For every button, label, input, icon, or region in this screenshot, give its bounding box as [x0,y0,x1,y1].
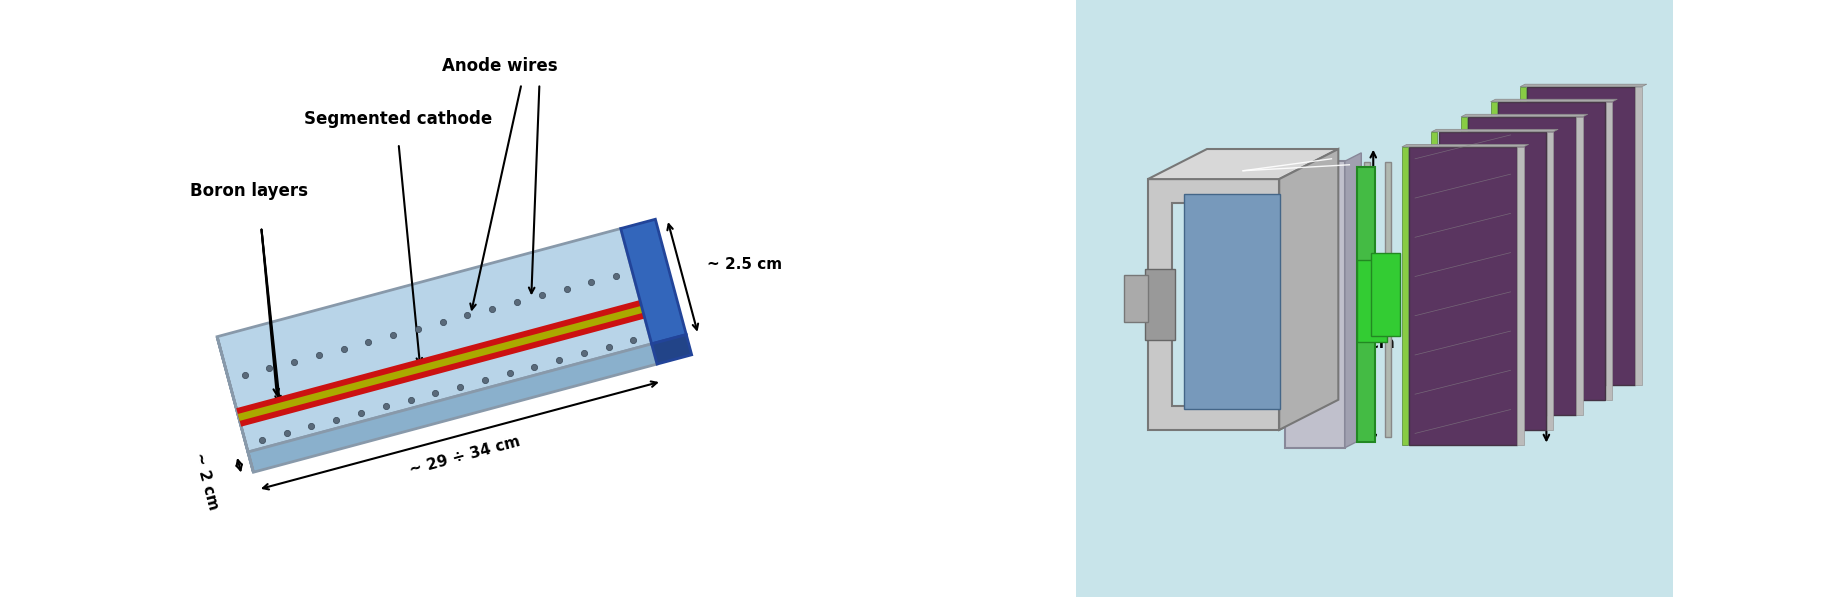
Polygon shape [1358,260,1387,342]
Polygon shape [1431,130,1557,132]
Text: ~ 18 ÷ 21 cm: ~ 18 ÷ 21 cm [1281,336,1394,352]
Polygon shape [1345,153,1361,448]
Text: ~ 2.5 cm: ~ 2.5 cm [705,257,780,272]
Polygon shape [247,344,656,472]
Polygon shape [1517,147,1522,445]
Text: ~ 29 ÷ 34 cm: ~ 29 ÷ 34 cm [409,433,522,478]
Polygon shape [1383,162,1390,437]
Polygon shape [236,300,645,427]
Polygon shape [1123,275,1147,322]
Polygon shape [1526,87,1634,385]
Polygon shape [216,229,652,452]
Polygon shape [1489,101,1495,400]
Polygon shape [1401,144,1528,147]
Polygon shape [1497,101,1605,400]
Text: ~ 2 cm: ~ 2 cm [191,451,220,512]
Polygon shape [1519,87,1526,385]
Polygon shape [1431,132,1436,430]
Text: Anode wires: Anode wires [442,57,557,75]
Polygon shape [1284,161,1345,448]
Polygon shape [1605,101,1612,400]
Polygon shape [1576,117,1583,416]
Polygon shape [1279,149,1337,430]
Polygon shape [1460,117,1466,416]
Text: ~ 16 cm: ~ 16 cm [1541,363,1610,378]
Polygon shape [1467,117,1576,416]
Polygon shape [1147,400,1337,430]
Polygon shape [1489,99,1616,101]
Polygon shape [1409,147,1515,445]
Polygon shape [238,306,643,421]
Polygon shape [1183,193,1279,408]
Polygon shape [216,337,253,472]
Polygon shape [1460,114,1587,117]
Polygon shape [1363,162,1369,437]
Polygon shape [652,334,691,364]
Text: Boron layers: Boron layers [189,182,308,200]
Polygon shape [1634,87,1641,385]
Polygon shape [1401,147,1407,445]
Polygon shape [1546,132,1552,430]
Polygon shape [621,219,685,344]
Polygon shape [1519,84,1645,87]
Polygon shape [1147,149,1337,179]
Bar [1145,269,1174,340]
Text: Segmented cathode: Segmented cathode [304,110,493,128]
Polygon shape [1438,132,1544,430]
Polygon shape [1356,167,1374,442]
Polygon shape [1370,253,1400,336]
Polygon shape [1147,179,1279,430]
